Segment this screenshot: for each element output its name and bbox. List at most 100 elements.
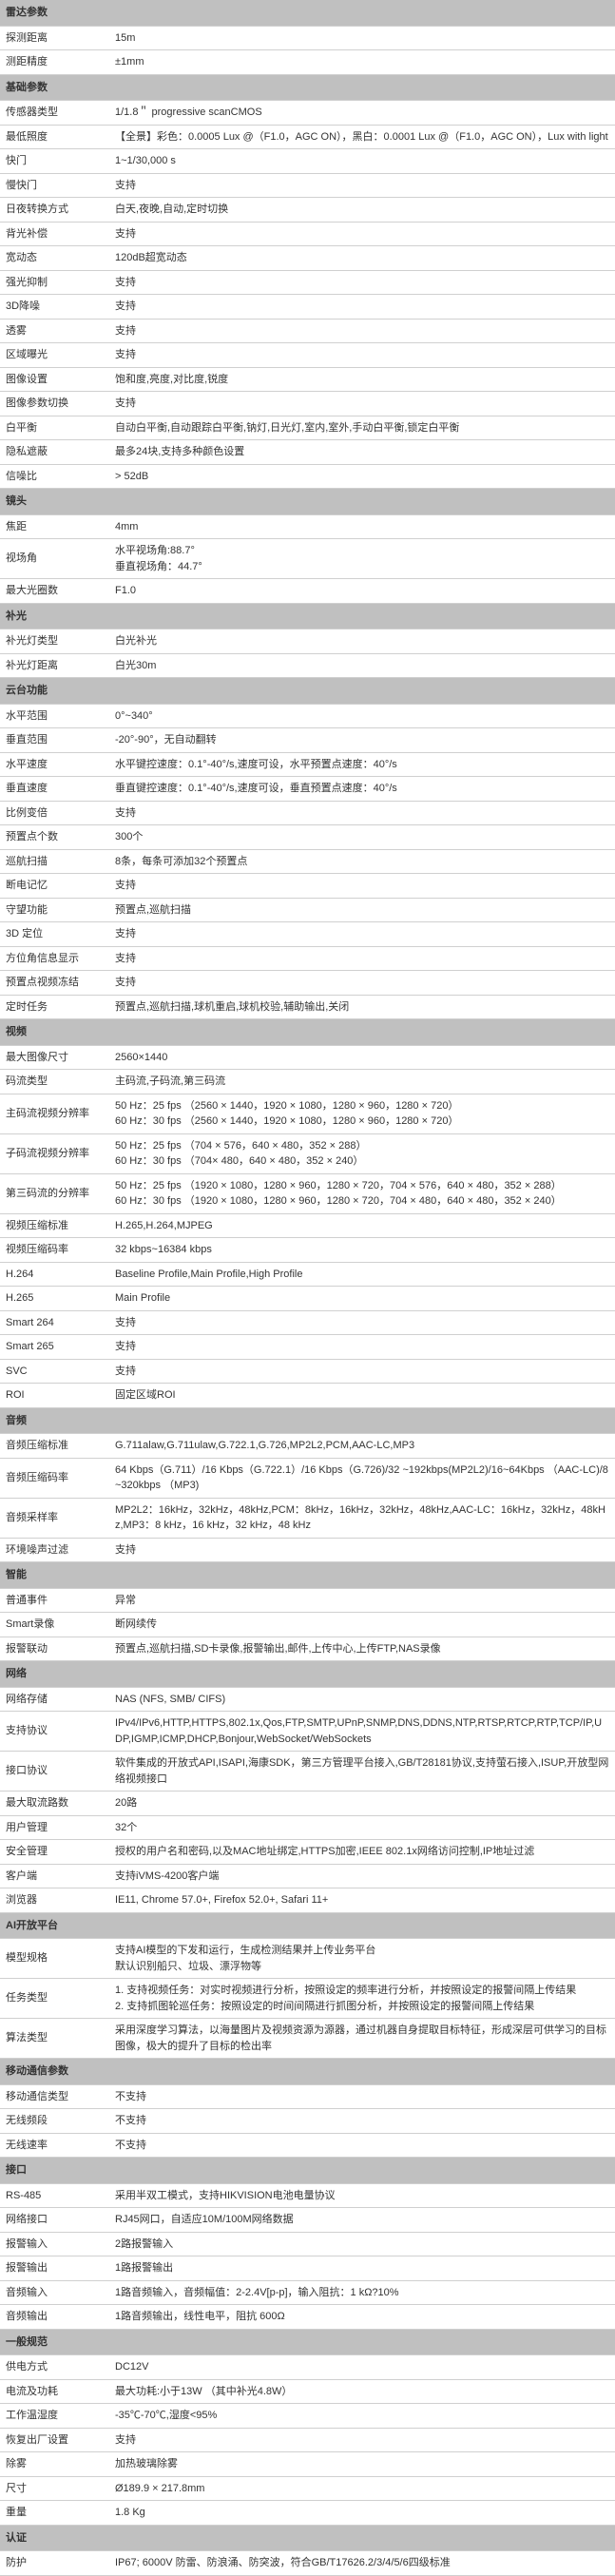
- spec-label: 断电记忆: [0, 874, 109, 899]
- spec-row: 传感器类型1/1.8＂ progressive scanCMOS: [0, 101, 615, 126]
- spec-row: 恢复出厂设置支持: [0, 2428, 615, 2452]
- spec-value: 预置点,巡航扫描,球机重启,球机校验,辅助输出,关闭: [109, 995, 615, 1019]
- spec-row: 3D降噪支持: [0, 295, 615, 320]
- spec-label: 最大光圈数: [0, 579, 109, 604]
- spec-row: 测距精度±1mm: [0, 50, 615, 75]
- spec-value: 64 Kbps（G.711）/16 Kbps（G.722.1）/16 Kbps（…: [109, 1458, 615, 1498]
- spec-row: Smart录像断网续传: [0, 1613, 615, 1637]
- spec-label: 第三码流的分辨率: [0, 1173, 109, 1213]
- spec-row: 防护IP67; 6000V 防雷、防浪涌、防突波，符合GB/T17626.2/3…: [0, 2551, 615, 2576]
- spec-row: H.265Main Profile: [0, 1287, 615, 1311]
- spec-label: 预置点个数: [0, 825, 109, 850]
- spec-row: 网络接口RJ45网口，自适应10M/100M网络数据: [0, 2208, 615, 2233]
- spec-label: 定时任务: [0, 995, 109, 1019]
- spec-value: Ø189.9 × 217.8mm: [109, 2476, 615, 2501]
- spec-value: 自动白平衡,自动跟踪白平衡,钠灯,日光灯,室内,室外,手动白平衡,锁定白平衡: [109, 416, 615, 440]
- spec-row: 供电方式DC12V: [0, 2355, 615, 2380]
- spec-table: 雷达参数探测距离15m测距精度±1mm基础参数传感器类型1/1.8＂ progr…: [0, 0, 615, 2576]
- section-header: 一般规范: [0, 2329, 615, 2355]
- spec-label: 强光抑制: [0, 270, 109, 295]
- spec-value: 支持: [109, 1538, 615, 1562]
- spec-label: 水平速度: [0, 752, 109, 777]
- spec-row: Smart 265支持: [0, 1335, 615, 1360]
- section-header: 云台功能: [0, 678, 615, 705]
- spec-row: 垂直范围-20°-90°，无自动翻转: [0, 728, 615, 753]
- section-title: 网络: [0, 1661, 615, 1688]
- spec-label: 白平衡: [0, 416, 109, 440]
- spec-row: 音频采样率MP2L2：16kHz，32kHz，48kHz,PCM：8kHz，16…: [0, 1498, 615, 1538]
- spec-row: 白平衡自动白平衡,自动跟踪白平衡,钠灯,日光灯,室内,室外,手动白平衡,锁定白平…: [0, 416, 615, 440]
- spec-row: 水平范围0°~340°: [0, 704, 615, 728]
- spec-label: 音频输入: [0, 2280, 109, 2305]
- section-title: 视频: [0, 1019, 615, 1046]
- section-title: 移动通信参数: [0, 2059, 615, 2085]
- spec-value: 50 Hz：25 fps （1920 × 1080，1280 × 960，128…: [109, 1173, 615, 1213]
- spec-value: DC12V: [109, 2355, 615, 2380]
- section-title: 云台功能: [0, 678, 615, 705]
- spec-row: 环境噪声过滤支持: [0, 1538, 615, 1562]
- spec-row: 图像设置饱和度,亮度,对比度,锐度: [0, 367, 615, 392]
- spec-row: 比例变倍支持: [0, 801, 615, 825]
- section-header: 视频: [0, 1019, 615, 1046]
- spec-value: 支持: [109, 1335, 615, 1360]
- spec-row: 背光补偿支持: [0, 222, 615, 246]
- spec-row: 模型规格支持AI模型的下发和运行，生成检测结果并上传业务平台 默认识别船只、垃圾…: [0, 1939, 615, 1979]
- section-header: 接口: [0, 2158, 615, 2184]
- spec-row: 区域曝光支持: [0, 343, 615, 368]
- spec-value: 预置点,巡航扫描: [109, 898, 615, 922]
- spec-label: 最大图像尺寸: [0, 1045, 109, 1070]
- spec-row: 码流类型主码流,子码流,第三码流: [0, 1070, 615, 1094]
- spec-row: Smart 264支持: [0, 1310, 615, 1335]
- spec-row: 视场角水平视场角:88.7° 垂直视场角：44.7°: [0, 539, 615, 579]
- spec-value: F1.0: [109, 579, 615, 604]
- spec-value: 支持: [109, 2428, 615, 2452]
- spec-value: 支持: [109, 971, 615, 996]
- spec-row: 移动通信类型不支持: [0, 2084, 615, 2109]
- spec-value: ±1mm: [109, 50, 615, 75]
- spec-row: 客户端支持iVMS-4200客户端: [0, 1864, 615, 1888]
- spec-value: 1.8 Kg: [109, 2501, 615, 2526]
- spec-label: 比例变倍: [0, 801, 109, 825]
- spec-row: 守望功能预置点,巡航扫描: [0, 898, 615, 922]
- spec-value: 0°~340°: [109, 704, 615, 728]
- spec-label: 用户管理: [0, 1815, 109, 1840]
- spec-value: -20°-90°，无自动翻转: [109, 728, 615, 753]
- spec-label: 音频输出: [0, 2305, 109, 2330]
- section-header: 基础参数: [0, 74, 615, 101]
- spec-value: 50 Hz：25 fps （704 × 576，640 × 480，352 × …: [109, 1133, 615, 1173]
- spec-value: 垂直键控速度：0.1°-40°/s,速度可设，垂直预置点速度：40°/s: [109, 777, 615, 802]
- spec-label: H.265: [0, 1287, 109, 1311]
- spec-value: 1路音频输出，线性电平，阻抗 600Ω: [109, 2305, 615, 2330]
- spec-value: 支持: [109, 222, 615, 246]
- spec-label: 浏览器: [0, 1888, 109, 1913]
- spec-value: 1~1/30,000 s: [109, 149, 615, 174]
- spec-label: 慢快门: [0, 173, 109, 198]
- spec-label: 预置点视频冻结: [0, 971, 109, 996]
- spec-label: 图像设置: [0, 367, 109, 392]
- spec-value: 4mm: [109, 514, 615, 539]
- spec-label: 音频采样率: [0, 1498, 109, 1538]
- spec-label: 供电方式: [0, 2355, 109, 2380]
- spec-label: 码流类型: [0, 1070, 109, 1094]
- spec-row: 工作温湿度-35℃-70℃,湿度<95%: [0, 2404, 615, 2429]
- spec-row: 3D 定位支持: [0, 922, 615, 947]
- spec-label: 探测距离: [0, 26, 109, 50]
- spec-row: 强光抑制支持: [0, 270, 615, 295]
- spec-value: 异常: [109, 1588, 615, 1613]
- spec-value: RJ45网口，自适应10M/100M网络数据: [109, 2208, 615, 2233]
- spec-label: 背光补偿: [0, 222, 109, 246]
- spec-label: 视场角: [0, 539, 109, 579]
- spec-label: 3D降噪: [0, 295, 109, 320]
- spec-label: 模型规格: [0, 1939, 109, 1979]
- spec-label: 报警输入: [0, 2232, 109, 2256]
- section-title: 一般规范: [0, 2329, 615, 2355]
- spec-label: RS-485: [0, 2183, 109, 2208]
- spec-label: 电流及功耗: [0, 2379, 109, 2404]
- spec-label: SVC: [0, 1359, 109, 1384]
- spec-value: 采用深度学习算法，以海量图片及视频资源为源器，通过机器自身提取目标特征，形成深层…: [109, 2019, 615, 2059]
- spec-value: > 52dB: [109, 464, 615, 489]
- spec-value: 支持: [109, 1359, 615, 1384]
- spec-value: 预置点,巡航扫描,SD卡录像,报警输出,邮件,上传中心,上传FTP,NAS录像: [109, 1637, 615, 1661]
- spec-row: 安全管理授权的用户名和密码,以及MAC地址绑定,HTTPS加密,IEEE 802…: [0, 1840, 615, 1865]
- spec-label: 工作温湿度: [0, 2404, 109, 2429]
